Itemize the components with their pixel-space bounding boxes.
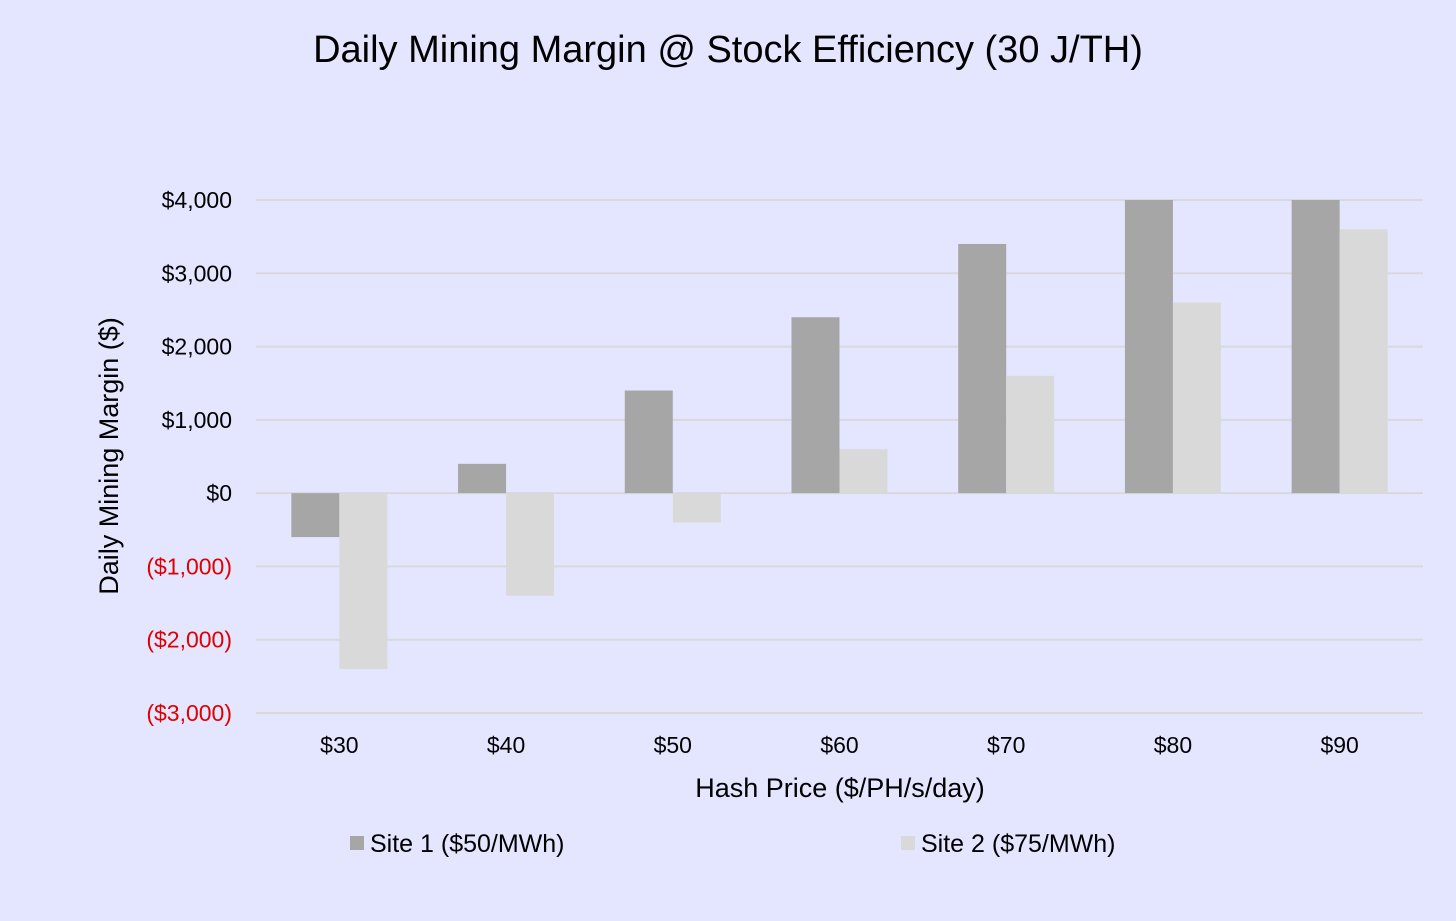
bar-series-2 <box>1339 229 1388 494</box>
bar-series-1 <box>624 390 673 494</box>
chart-title: Daily Mining Margin @ Stock Efficiency (… <box>313 29 1143 71</box>
y-tick-label: $2,000 <box>162 334 232 360</box>
legend-swatch <box>901 836 915 850</box>
bar-series-2 <box>839 449 888 494</box>
x-axis-title: Hash Price ($/PH/s/day) <box>695 773 985 803</box>
bar-series-1 <box>958 243 1007 494</box>
bar-series-2 <box>339 493 388 670</box>
y-tick-label: ($1,000) <box>146 553 232 579</box>
bars <box>291 200 1388 670</box>
bar-series-2 <box>506 493 555 596</box>
y-tick-label: $4,000 <box>162 187 232 213</box>
bar-series-1 <box>1124 200 1173 494</box>
x-tick-label: $30 <box>320 732 358 758</box>
legend: Site 1 ($50/MWh) Site 2 ($75/MWh) <box>350 830 1116 858</box>
y-tick-label: $0 <box>206 480 232 506</box>
x-tick-label: $90 <box>1320 732 1358 758</box>
x-tick-label: $80 <box>1154 732 1192 758</box>
x-axis-ticks: $30 $40 $50 $60 $70 $80 $90 <box>320 732 1359 758</box>
x-tick-label: $60 <box>820 732 858 758</box>
y-tick-label: ($2,000) <box>146 627 232 653</box>
y-tick-label: $1,000 <box>162 407 232 433</box>
bar-series-1 <box>291 493 340 538</box>
y-axis-title: Daily Mining Margin ($) <box>94 317 124 595</box>
x-tick-label: $70 <box>987 732 1025 758</box>
bar-series-1 <box>458 463 507 494</box>
bar-series-1 <box>791 317 840 494</box>
legend-label: Site 2 ($75/MWh) <box>921 830 1116 858</box>
y-tick-label: ($3,000) <box>146 700 232 726</box>
y-axis-ticks: $4,000 $3,000 $2,000 $1,000 $0 ($1,000) ($2,00… <box>146 187 232 726</box>
x-tick-label: $40 <box>487 732 525 758</box>
bar-series-2 <box>672 493 721 523</box>
x-tick-label: $50 <box>654 732 692 758</box>
y-tick-label: $3,000 <box>162 260 232 286</box>
legend-swatch <box>350 836 364 850</box>
bar-series-1 <box>1291 200 1340 494</box>
legend-label: Site 1 ($50/MWh) <box>370 830 565 858</box>
bar-series-2 <box>1006 375 1055 494</box>
bar-series-2 <box>1172 302 1221 494</box>
